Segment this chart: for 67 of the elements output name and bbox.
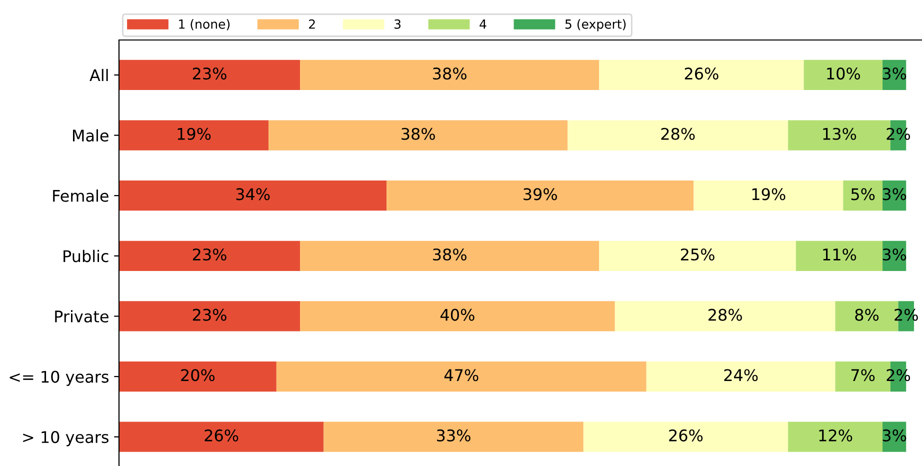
data-label: 26% — [684, 68, 718, 80]
data-label: 11% — [823, 248, 856, 261]
bar — [599, 240, 796, 271]
bar — [300, 240, 600, 271]
data-label: 19% — [752, 188, 786, 200]
bar — [119, 361, 276, 392]
data-label: 28% — [708, 308, 742, 321]
data-label: 3% — [882, 68, 906, 80]
bar — [119, 180, 387, 211]
bar — [276, 361, 646, 392]
bar — [300, 301, 615, 332]
data-label: 7% — [851, 369, 875, 382]
bar — [568, 120, 788, 150]
y-tick-label: > 10 years — [23, 431, 108, 446]
data-label: 24% — [724, 369, 758, 382]
data-label: 33% — [436, 429, 470, 442]
y-tick-label: Male — [73, 129, 108, 142]
data-label: 47% — [444, 369, 478, 382]
legend-label: 1 (none) — [179, 19, 230, 30]
legend-label: 2 — [309, 19, 315, 29]
y-tick-label: Female — [53, 190, 108, 202]
data-label: 40% — [440, 308, 474, 321]
data-label: 3% — [882, 248, 906, 261]
data-label: 13% — [823, 128, 856, 140]
bar — [268, 120, 568, 150]
data-label: 5% — [851, 188, 875, 200]
bar — [843, 180, 883, 211]
data-label: 34% — [236, 188, 270, 200]
data-label: 8% — [855, 308, 879, 321]
data-label: 19% — [178, 128, 211, 140]
bar — [694, 180, 844, 211]
bar — [119, 301, 300, 332]
bar — [646, 361, 836, 392]
y-tick-label: Private — [55, 310, 108, 323]
bar — [324, 422, 584, 452]
data-label: 26% — [669, 429, 703, 442]
data-label: 12% — [819, 429, 852, 442]
legend-label: 3 — [394, 19, 401, 29]
data-label: 28% — [661, 128, 695, 140]
bar — [599, 60, 804, 90]
data-label: 23% — [192, 308, 226, 321]
bar — [119, 120, 269, 150]
data-label: 39% — [524, 188, 557, 200]
bar — [119, 60, 300, 90]
bar — [614, 301, 836, 332]
legend-label: 4 — [480, 20, 486, 29]
bar — [119, 240, 300, 271]
bar — [583, 422, 788, 452]
data-label: 38% — [402, 128, 435, 140]
data-label: 23% — [192, 248, 226, 261]
y-tick-label: Public — [64, 250, 108, 262]
data-label: 23% — [192, 68, 226, 80]
data-label: 26% — [204, 429, 238, 442]
bar — [119, 422, 324, 452]
data-label: 25% — [680, 248, 714, 261]
y-tick-label: <= 10 years — [10, 370, 108, 386]
data-label: 38% — [433, 68, 466, 80]
bar — [804, 60, 883, 90]
data-label: 10% — [827, 68, 860, 80]
data-label: 38% — [433, 248, 466, 261]
y-tick-label: All — [90, 68, 108, 82]
bar — [386, 180, 694, 211]
data-label: 20% — [181, 369, 215, 382]
bar — [796, 240, 883, 271]
legend-label: 5 (expert) — [565, 19, 626, 32]
bar — [300, 60, 600, 90]
bar — [788, 422, 883, 452]
